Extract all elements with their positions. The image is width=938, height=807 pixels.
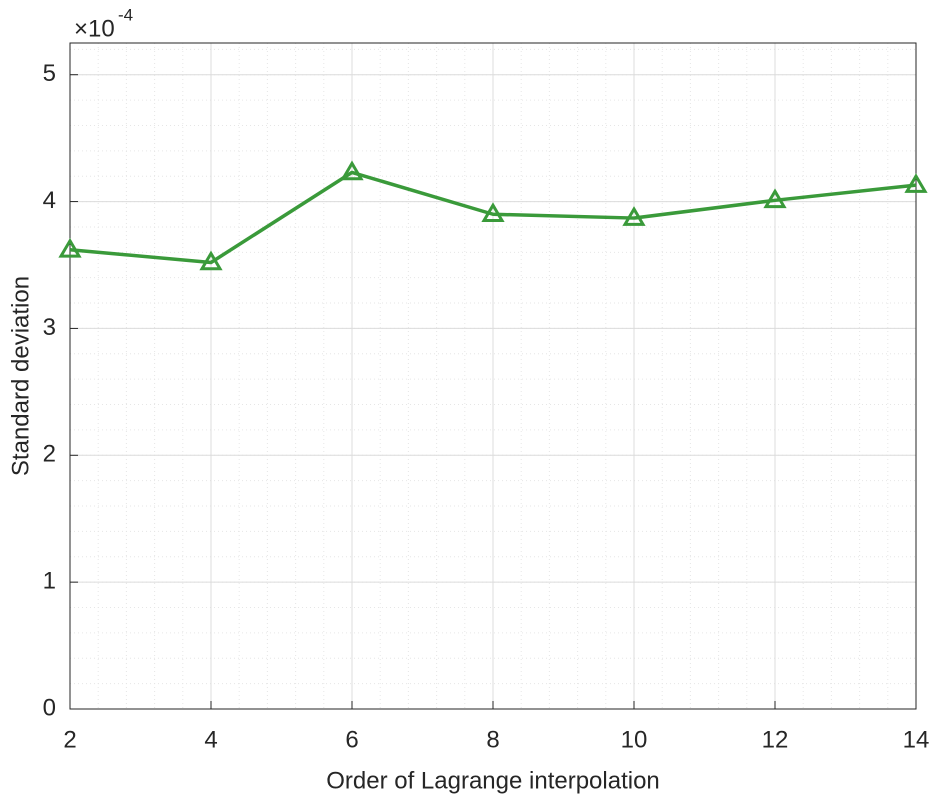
marker	[904, 173, 928, 193]
data-line	[69, 170, 917, 265]
marker	[622, 206, 646, 226]
x-tick-label: 14	[903, 726, 930, 753]
y-tick-label: 0	[43, 694, 56, 721]
x-axis-label: Order of Lagrange interpolation	[326, 767, 660, 794]
marker	[481, 202, 505, 223]
y-axis-label: Standard deviation	[7, 276, 34, 476]
y-multiplier-exponent: -4	[118, 5, 133, 24]
x-tick-label: 4	[204, 726, 217, 753]
x-tick-label: 10	[621, 726, 648, 753]
marker	[199, 250, 223, 271]
y-tick-label: 1	[43, 567, 56, 594]
marker	[763, 188, 787, 209]
y-tick-label: 2	[43, 441, 56, 468]
y-tick-label: 4	[43, 187, 56, 214]
y-multiplier: ×10	[74, 15, 115, 42]
x-tick-label: 12	[762, 726, 789, 753]
x-tick-label: 2	[63, 726, 76, 753]
x-tick-label: 8	[486, 726, 499, 753]
y-tick-label: 3	[43, 314, 56, 341]
marker	[58, 237, 82, 258]
marker	[340, 160, 364, 181]
plot-frame	[69, 42, 917, 710]
x-tick-label: 6	[345, 726, 358, 753]
y-tick-label: 5	[43, 60, 56, 87]
